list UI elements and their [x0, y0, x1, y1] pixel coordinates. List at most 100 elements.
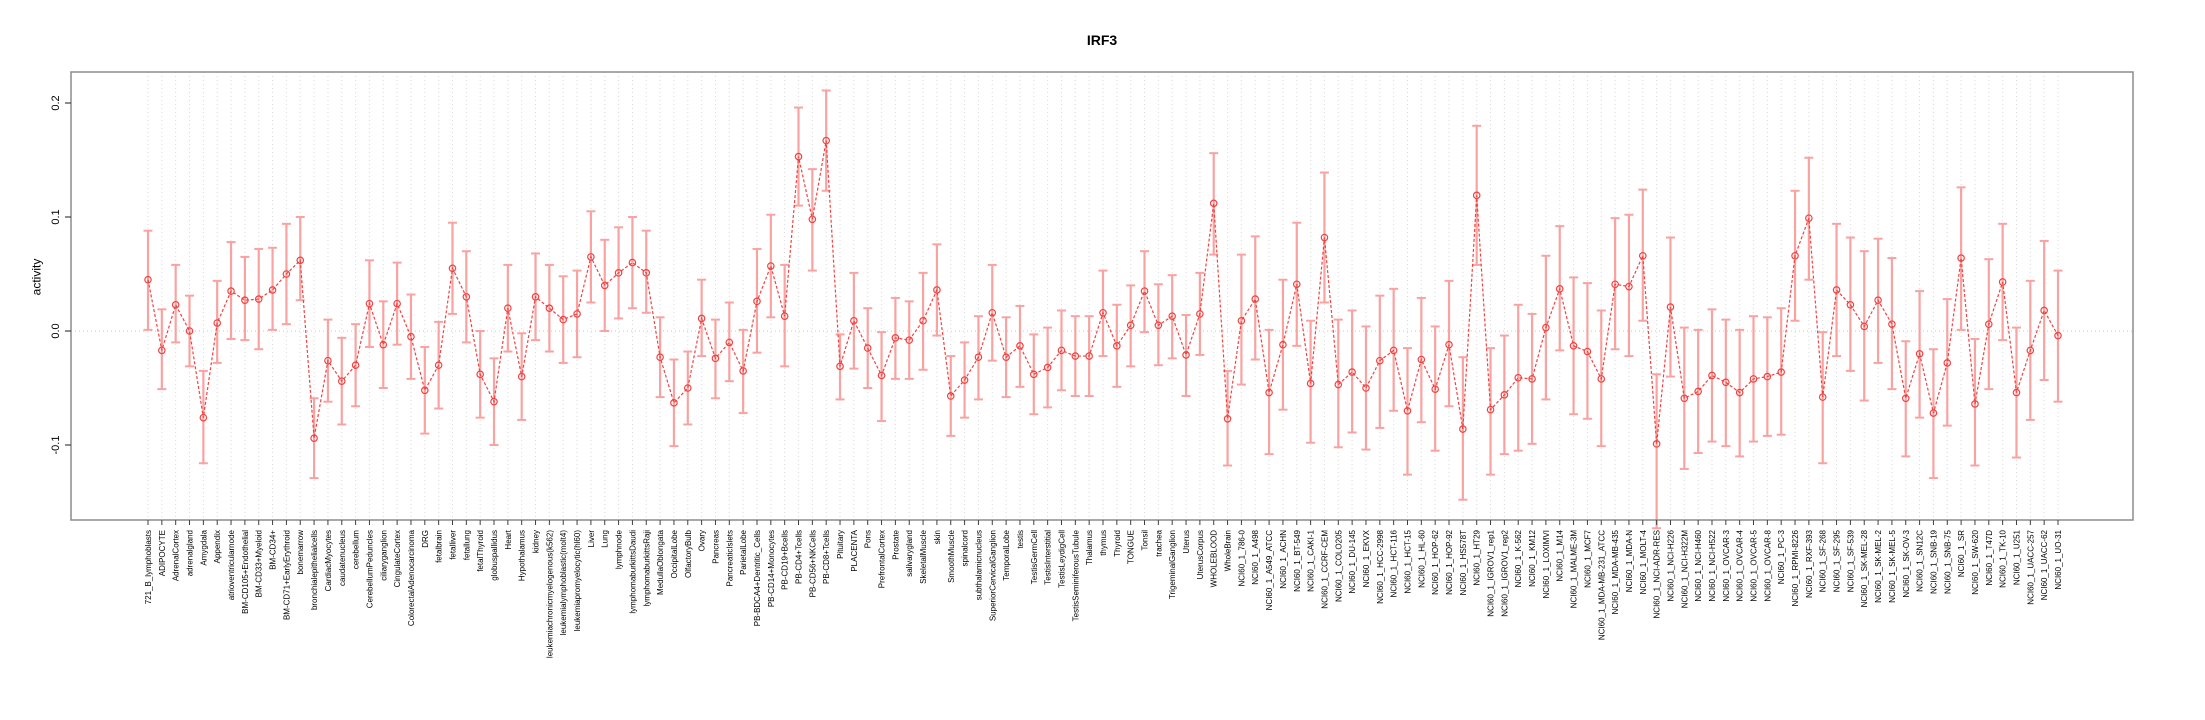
data-point	[600, 281, 609, 290]
x-tick-label: OlfactoryBulb	[684, 529, 693, 578]
data-point	[822, 136, 830, 145]
data-point	[670, 399, 678, 407]
data-point	[1984, 320, 1993, 328]
data-point	[1472, 191, 1481, 200]
data-point	[1057, 346, 1066, 355]
x-tick-label: PancreaticIslets	[725, 530, 734, 586]
x-tick-label: testis	[1016, 530, 1025, 549]
x-tick-label: NCI60_1_TK-10	[1999, 529, 2008, 587]
data-point	[337, 377, 346, 385]
data-point	[614, 269, 623, 277]
x-tick-label: OccipitalLobe	[670, 529, 679, 578]
data-point	[1334, 380, 1343, 389]
data-point	[1998, 278, 2007, 286]
x-tick-label: caudatenucleus	[338, 530, 347, 586]
data-point	[725, 338, 734, 347]
x-tick-label: NCI60_1_HL-60	[1417, 529, 1426, 587]
x-tick-label: BM-CD105+Endothelial	[241, 530, 250, 614]
data-point	[531, 292, 540, 301]
data-point	[739, 367, 747, 375]
x-tick-label: Ovary	[698, 530, 707, 551]
data-point	[1099, 308, 1107, 317]
data-point	[683, 384, 692, 392]
data-point	[448, 264, 457, 273]
y-tick-label: -0.1	[50, 436, 62, 455]
data-point	[1279, 340, 1287, 349]
data-point	[559, 315, 568, 324]
x-tick-label: Thyroid	[1113, 530, 1122, 557]
data-point	[199, 413, 208, 422]
x-tick-label: DRG	[421, 530, 430, 548]
x-tick-label: NCI60_1_SF-539	[1846, 529, 1855, 592]
x-tick-label: MedullaOblongata	[656, 529, 665, 594]
x-tick-label: NCI60_1_DU-145	[1348, 529, 1357, 593]
x-tick-label: NCI60_1_OVCAR-3	[1722, 529, 1731, 601]
data-point	[490, 397, 498, 406]
data-point	[1874, 296, 1882, 305]
x-tick-label: ColorectalAdenocarcinoma	[407, 529, 416, 626]
data-point	[1085, 352, 1093, 360]
data-point	[1265, 388, 1273, 397]
x-tick-label: NCI60_1_LOXIMVI	[1542, 530, 1551, 598]
y-tick-label: 0.2	[50, 95, 62, 110]
data-point	[1431, 385, 1439, 393]
x-tick-label: NCI60_1_SNB-75	[1943, 529, 1952, 594]
data-point	[988, 308, 997, 317]
x-tick-label: NCI60_1_MALME-3M	[1570, 530, 1579, 609]
data-point	[421, 386, 429, 395]
data-point	[697, 314, 706, 323]
data-point	[1708, 371, 1716, 380]
data-point	[517, 372, 526, 381]
data-point	[905, 336, 914, 344]
data-point	[1915, 349, 1924, 358]
data-point	[1140, 287, 1149, 295]
data-point	[1486, 405, 1495, 414]
data-point	[1625, 282, 1633, 291]
x-tick-label: NCI60_1_U251	[2012, 529, 2021, 585]
data-point	[1113, 342, 1121, 350]
data-point	[1957, 254, 1965, 262]
x-tick-label: NCI60_1_CCRF-CEM	[1320, 530, 1329, 609]
x-tick-label: NCI60_1_IGROV1_rep2	[1500, 529, 1509, 616]
data-point	[1901, 394, 1910, 403]
y-tick-label: 0.0	[50, 323, 62, 338]
x-tick-label: NCI60_1_NCI-H322M	[1680, 530, 1689, 609]
x-tick-label: ciliaryganglion	[379, 530, 388, 581]
data-point	[1016, 342, 1024, 350]
x-tick-label: lymphnode	[615, 529, 624, 569]
data-point	[767, 262, 775, 270]
data-point	[1597, 375, 1606, 383]
x-tick-label: NCI60_1_HCT-116	[1390, 529, 1399, 597]
x-tick-label: fetalliver	[448, 530, 457, 560]
x-tick-label: NCI60_1_T47D	[1985, 530, 1994, 586]
data-point	[1569, 342, 1578, 350]
data-point	[1002, 353, 1010, 362]
data-point	[1209, 199, 1218, 208]
x-tick-label: NCI60_1_HOP-62	[1431, 529, 1440, 594]
x-tick-label: ParietalLobe	[739, 529, 748, 574]
data-point	[1638, 251, 1647, 260]
x-tick-label: TONGUE	[1127, 530, 1136, 564]
data-point	[254, 295, 263, 303]
data-point	[1818, 393, 1827, 401]
x-tick-label: NCI60_1_UACC-62	[2040, 529, 2049, 600]
data-point	[808, 215, 817, 224]
data-point	[268, 286, 277, 294]
data-point	[1652, 440, 1661, 448]
x-tick-label: atrioventricularnode	[227, 529, 236, 600]
data-point	[794, 152, 803, 161]
x-tick-label: NCI60_1_OVCAR-5	[1750, 529, 1759, 601]
x-tick-label: NCI60_1_UO-31	[2054, 529, 2063, 589]
x-tick-label: NCI60_1_MDA-N	[1625, 530, 1634, 592]
data-point	[1029, 370, 1038, 379]
x-tick-label: 721_B_lymphoblasts	[144, 530, 153, 604]
x-tick-label: NCI60_1_BT-549	[1293, 529, 1302, 591]
data-point	[1888, 320, 1896, 328]
data-point	[587, 253, 595, 261]
x-tick-label: PLACENTA	[850, 529, 859, 571]
x-tick-label: leukemialymphoblastic(molt4)	[559, 530, 568, 636]
x-tick-label: PrefrontalCortex	[878, 530, 887, 588]
x-tick-label: skin	[933, 530, 942, 544]
x-tick-label: NCI60_1_SF-268	[1819, 529, 1828, 592]
x-tick-label: Pituitary	[836, 530, 845, 559]
